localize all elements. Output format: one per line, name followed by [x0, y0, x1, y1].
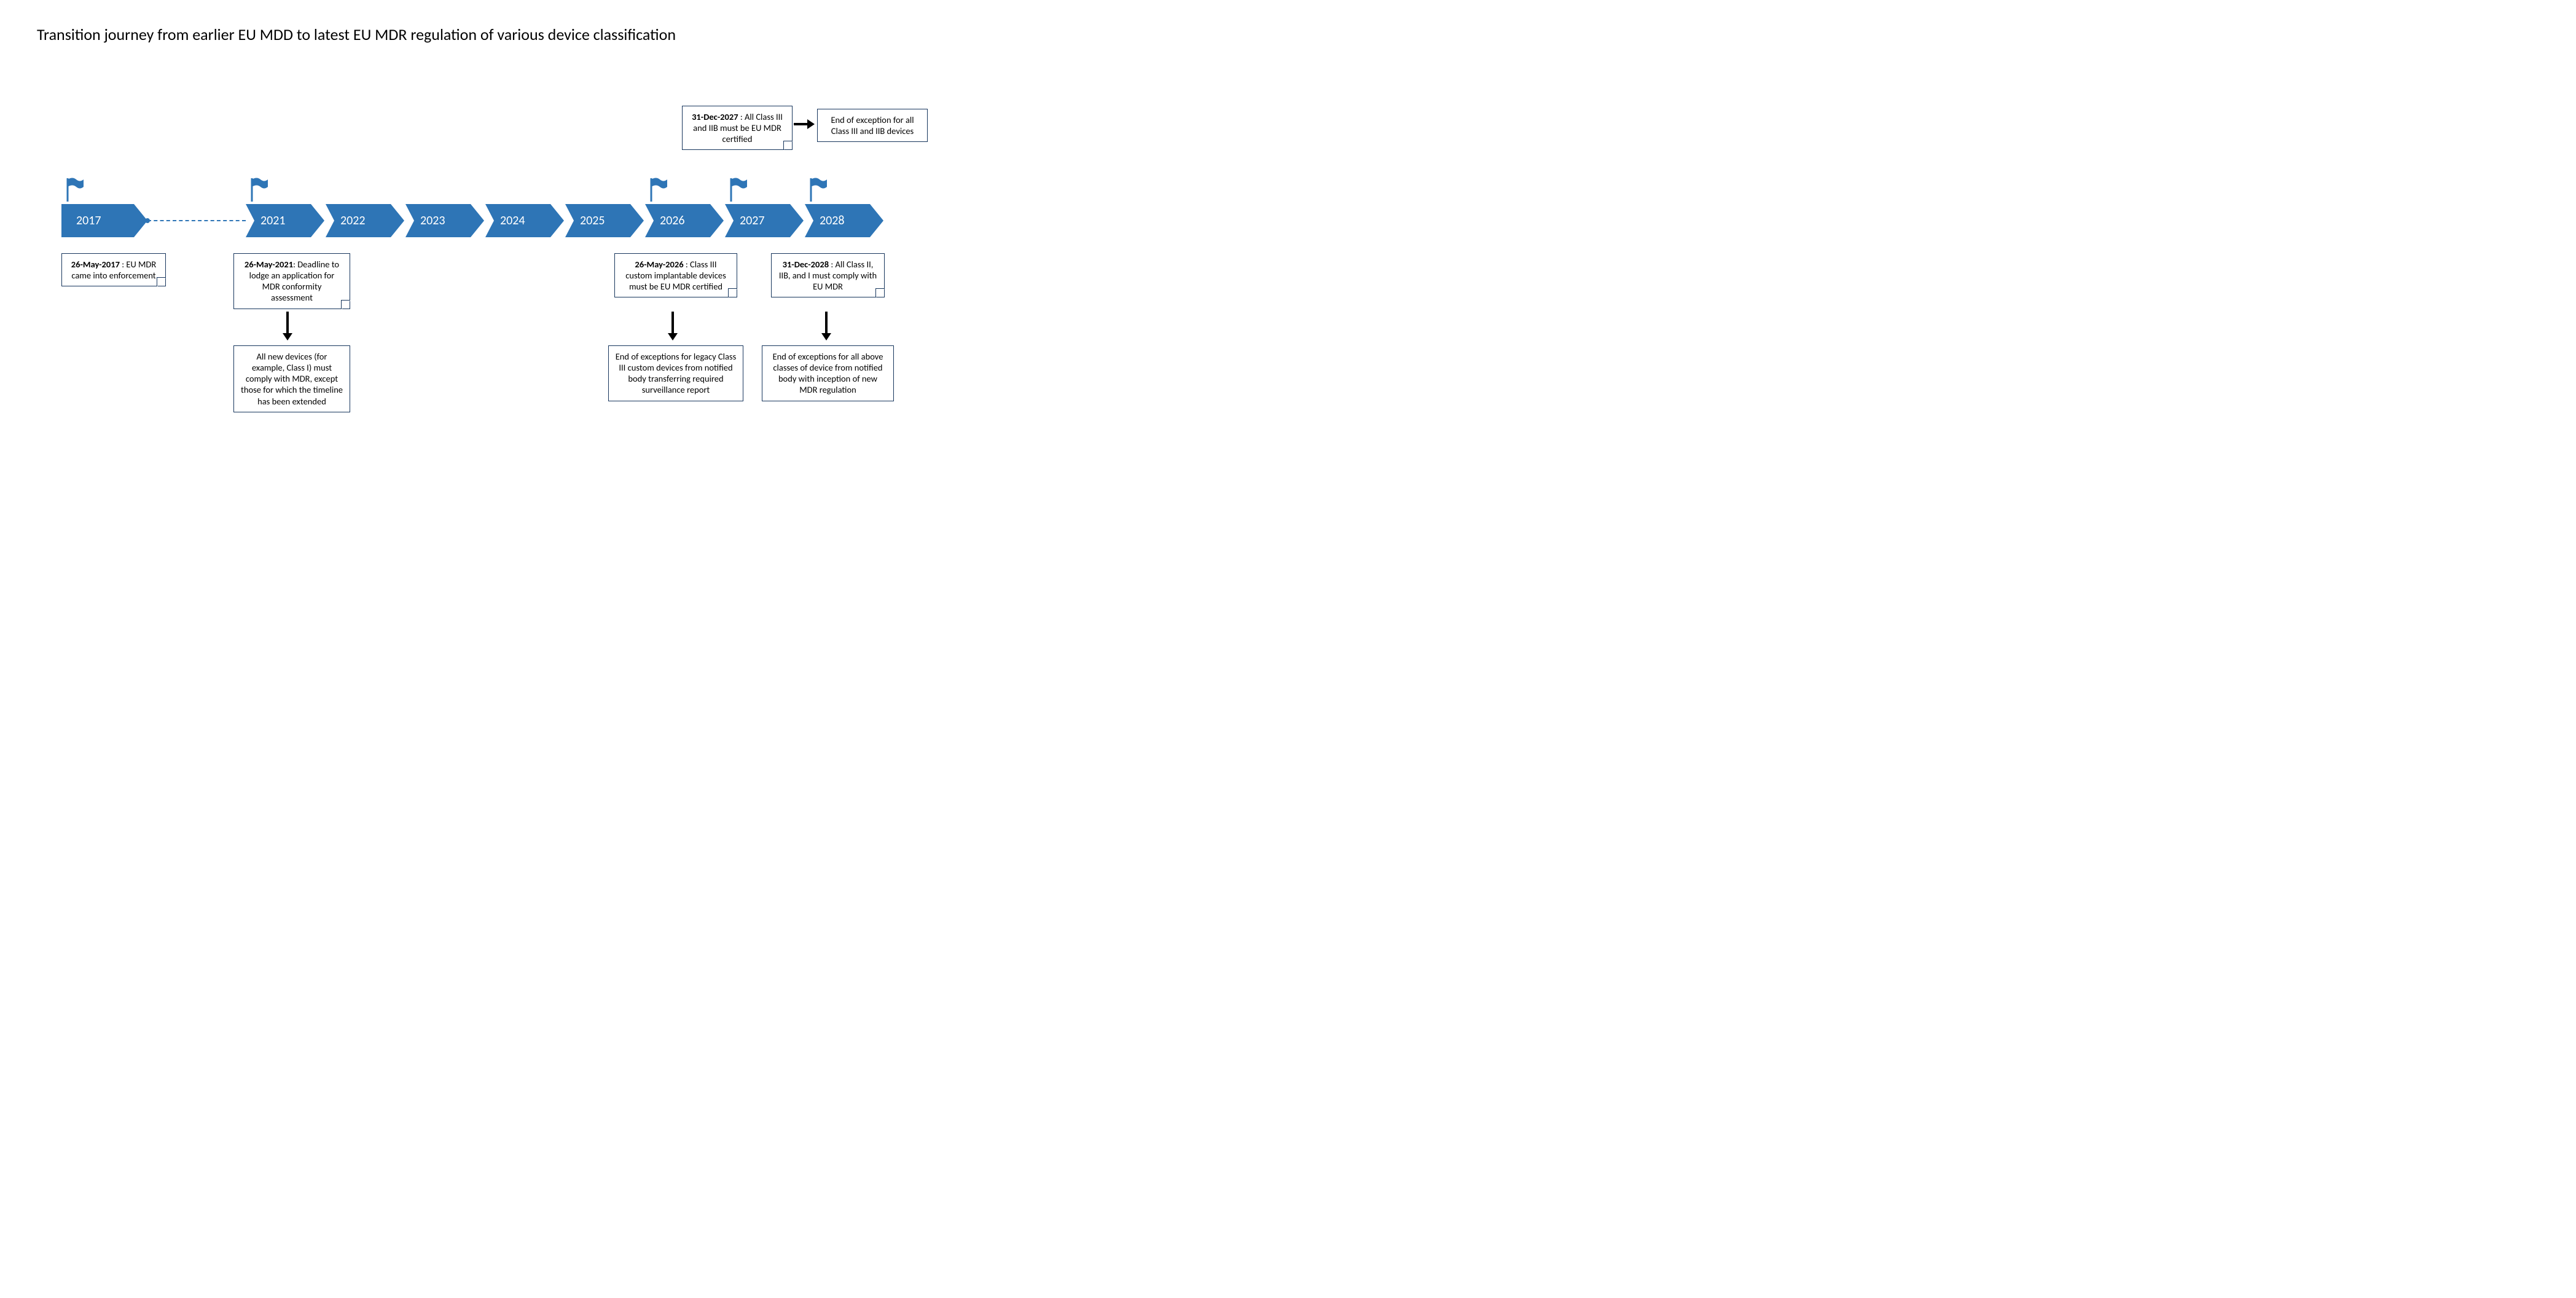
- timeline-chevron-2025: 2025: [565, 204, 644, 237]
- timeline-year-label: 2017: [61, 213, 101, 228]
- note-2021-primary: 26-May-2021: Deadline to lodge an applic…: [233, 253, 350, 309]
- timeline-chevron-2028: 2028: [805, 204, 883, 237]
- note-2026-primary: 26-May-2026 : Class III custom implantab…: [614, 253, 737, 297]
- note-2028-primary: 31-Dec-2028 : All Class II, IIB, and I m…: [771, 253, 885, 297]
- note-2027-secondary: End of exception for all Class III and I…: [817, 109, 928, 142]
- flag-icon: [808, 177, 827, 202]
- note-date: 26-May-2026: [635, 259, 683, 270]
- timeline-year-label: 2025: [565, 213, 605, 228]
- timeline-chevron-2027: 2027: [725, 204, 804, 237]
- note-sep: :: [738, 111, 745, 122]
- timeline-year-label: 2024: [485, 213, 525, 228]
- timeline-year-label: 2021: [246, 213, 286, 228]
- note-date: 31-Dec-2027: [692, 111, 738, 122]
- arrow-down-icon: [281, 312, 294, 340]
- note-2021-secondary: All new devices (for example, Class I) m…: [233, 345, 350, 412]
- timeline-year-label: 2022: [326, 213, 366, 228]
- flag-icon: [729, 177, 747, 202]
- note-text: End of exceptions for legacy Class III c…: [616, 351, 737, 395]
- note-2026-secondary: End of exceptions for legacy Class III c…: [608, 345, 743, 401]
- timeline-year-label: 2028: [805, 213, 845, 228]
- dashed-connector: [147, 220, 246, 221]
- timeline-chevron-2022: 2022: [326, 204, 404, 237]
- note-2017: 26-May-2017 : EU MDR came into enforceme…: [61, 253, 166, 286]
- timeline-year-label: 2023: [405, 213, 445, 228]
- timeline-chevron-2024: 2024: [485, 204, 564, 237]
- note-text: End of exception for all Class III and I…: [831, 114, 914, 136]
- flag-icon: [649, 177, 667, 202]
- flag-icon: [249, 177, 268, 202]
- note-date: 26-May-2021: [245, 259, 293, 270]
- timeline-chevron-2017: 2017: [61, 204, 147, 237]
- arrow-right-icon: [794, 118, 815, 130]
- timeline-canvas: 26-May-2017 : EU MDR came into enforceme…: [37, 57, 897, 487]
- page-title: Transition journey from earlier EU MDD t…: [37, 25, 2539, 44]
- timeline-year-label: 2026: [645, 213, 685, 228]
- note-date: 26-May-2017: [71, 259, 120, 270]
- note-date: 31-Dec-2028: [783, 259, 829, 270]
- timeline-chevron-2021: 2021: [246, 204, 324, 237]
- note-sep: :: [684, 259, 690, 270]
- note-sep: :: [829, 259, 835, 270]
- note-2028-secondary: End of exceptions for all above classes …: [762, 345, 894, 401]
- note-text: All new devices (for example, Class I) m…: [241, 351, 343, 407]
- timeline-year-label: 2027: [725, 213, 765, 228]
- arrow-down-icon: [820, 312, 832, 340]
- timeline-chevron-2023: 2023: [405, 204, 484, 237]
- arrow-down-icon: [667, 312, 679, 340]
- timeline-chevron-2026: 2026: [645, 204, 724, 237]
- note-sep: :: [120, 259, 126, 270]
- flag-icon: [65, 177, 84, 202]
- note-2027-primary: 31-Dec-2027 : All Class III and IIB must…: [682, 106, 793, 150]
- note-text: End of exceptions for all above classes …: [773, 351, 883, 395]
